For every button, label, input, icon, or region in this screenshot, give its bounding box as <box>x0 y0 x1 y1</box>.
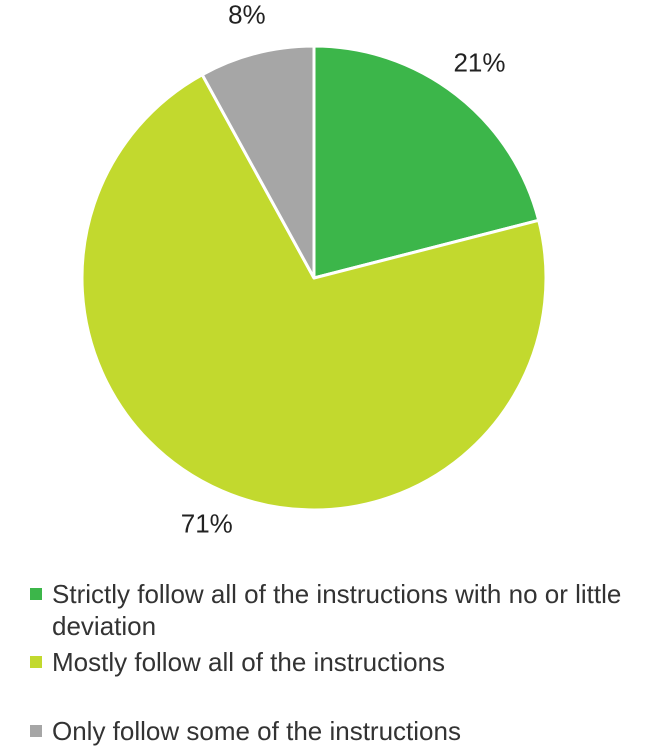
legend: Strictly follow all of the instructions … <box>30 578 645 747</box>
pie-slice-strictly-follow <box>312 44 541 280</box>
legend-item-some-follow: Only follow some of the instructions <box>30 715 645 747</box>
legend-swatch-mostly-follow <box>30 656 42 668</box>
legend-swatch-some-follow <box>30 725 42 737</box>
data-label-strictly-follow: 21% <box>453 48 505 78</box>
data-label-mostly-follow: 71% <box>181 509 233 539</box>
legend-item-strictly-follow: Strictly follow all of the instructions … <box>30 578 645 642</box>
pie-slice-mostly-follow <box>80 73 548 512</box>
legend-swatch-strictly-follow <box>30 588 42 600</box>
pie-slice-some-follow <box>200 44 316 280</box>
legend-label-strictly-follow: Strictly follow all of the instructions … <box>52 579 622 641</box>
legend-label-mostly-follow: Mostly follow all of the instructions <box>52 647 446 677</box>
data-label-some-follow: 8% <box>228 0 266 29</box>
legend-label-some-follow: Only follow some of the instructions <box>52 716 461 746</box>
legend-item-mostly-follow: Mostly follow all of the instructions <box>30 646 645 678</box>
pie-chart: 21% 71% 8% <box>80 0 548 539</box>
